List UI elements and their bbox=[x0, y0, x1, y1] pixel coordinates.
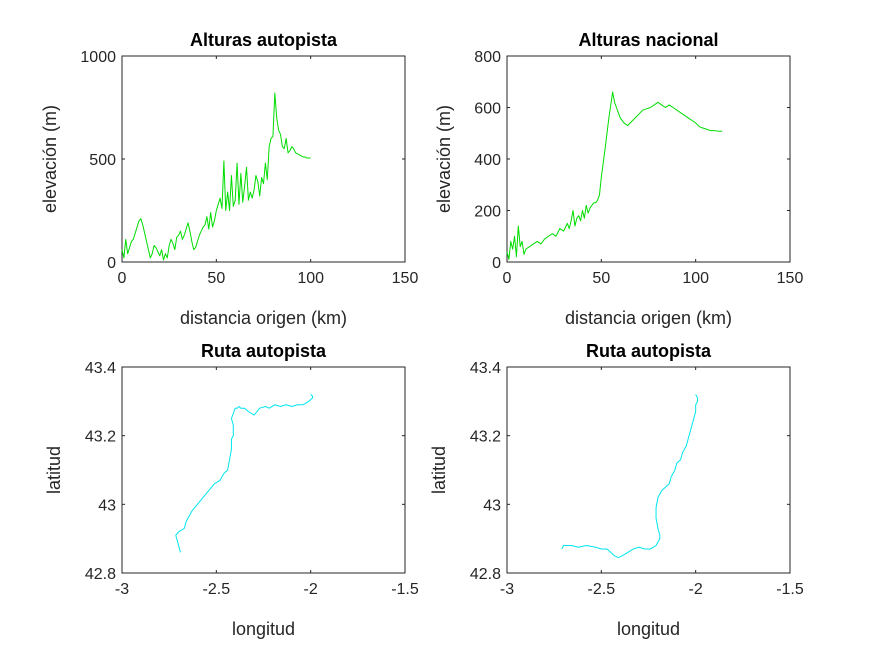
series-line bbox=[506, 91, 723, 260]
y-tick-label: 600 bbox=[474, 101, 501, 118]
y-tick-label: 800 bbox=[474, 49, 501, 66]
tick-layer: 0 50 100 150 0 200 400 600 800 bbox=[474, 49, 803, 287]
x-tick-label: -3 bbox=[500, 581, 514, 598]
y-tick-label: 43.2 bbox=[85, 429, 116, 446]
y-tick-label: 400 bbox=[474, 152, 501, 169]
data-layer bbox=[506, 91, 723, 260]
y-axis-label: elevación (m) bbox=[40, 105, 60, 213]
y-axis-label: elevación (m) bbox=[434, 105, 454, 213]
x-tick-label: 0 bbox=[118, 270, 127, 287]
x-tick-label: -1.5 bbox=[776, 581, 804, 598]
x-tick-label: -2.5 bbox=[588, 581, 616, 598]
x-tick-label: -1.5 bbox=[391, 581, 419, 598]
y-tick-label: 1000 bbox=[80, 49, 116, 66]
y-tick-label: 0 bbox=[492, 255, 501, 272]
chart-title: Alturas nacional bbox=[578, 30, 718, 50]
series-line bbox=[121, 92, 311, 261]
y-tick-label: 200 bbox=[474, 204, 501, 221]
y-tick-label: 43 bbox=[98, 497, 116, 514]
tick-layer: -3 -2.5 -2 -1.5 42.8 43 43.2 43.4 bbox=[85, 360, 419, 598]
y-tick-label: 0 bbox=[107, 255, 116, 272]
y-tick-label: 500 bbox=[89, 152, 116, 169]
series-line bbox=[175, 394, 314, 553]
y-tick-label: 43.4 bbox=[470, 360, 501, 377]
plot-area bbox=[121, 366, 406, 574]
data-layer bbox=[121, 92, 311, 261]
plot-area bbox=[506, 55, 791, 263]
chart-panel-ruta-autopista-1: -3 -2.5 -2 -1.5 42.8 43 43.2 43.4 Ruta autopist… bbox=[44, 341, 419, 639]
y-axis-label: latitud bbox=[44, 446, 64, 494]
x-tick-label: 150 bbox=[777, 270, 804, 287]
data-layer bbox=[561, 394, 699, 559]
y-tick-label: 43.2 bbox=[470, 429, 501, 446]
x-tick-label: -2.5 bbox=[203, 581, 231, 598]
y-tick-label: 42.8 bbox=[470, 566, 501, 583]
y-tick-label: 42.8 bbox=[85, 566, 116, 583]
x-axis-label: distancia origen (km) bbox=[565, 308, 732, 328]
chart-title: Ruta autopista bbox=[201, 341, 327, 361]
tick-layer: -3 -2.5 -2 -1.5 42.8 43 43.2 43.4 bbox=[470, 360, 804, 598]
x-tick-label: 50 bbox=[592, 270, 610, 287]
x-axis-label: longitud bbox=[232, 619, 295, 639]
chart-panel-ruta-autopista-2: -3 -2.5 -2 -1.5 42.8 43 43.2 43.4 Ruta autopist… bbox=[429, 341, 804, 639]
x-tick-label: -3 bbox=[115, 581, 129, 598]
plot-area bbox=[121, 55, 406, 263]
x-tick-label: 100 bbox=[297, 270, 324, 287]
y-tick-label: 43.4 bbox=[85, 360, 116, 377]
x-tick-label: -2 bbox=[304, 581, 318, 598]
data-layer bbox=[175, 394, 314, 553]
tick-layer: 0 50 100 150 0 500 1000 bbox=[80, 49, 418, 287]
x-tick-label: 150 bbox=[392, 270, 419, 287]
series-line bbox=[561, 394, 699, 559]
x-tick-label: -2 bbox=[689, 581, 703, 598]
x-tick-label: 50 bbox=[207, 270, 225, 287]
x-tick-label: 0 bbox=[503, 270, 512, 287]
chart-title: Ruta autopista bbox=[586, 341, 712, 361]
chart-panel-alturas-autopista: 0 50 100 150 0 500 1000 Alturas autopista dist… bbox=[40, 30, 418, 328]
x-tick-label: 100 bbox=[682, 270, 709, 287]
y-tick-label: 43 bbox=[483, 497, 501, 514]
plot-area bbox=[506, 366, 791, 574]
x-axis-label: distancia origen (km) bbox=[180, 308, 347, 328]
x-axis-label: longitud bbox=[617, 619, 680, 639]
y-axis-label: latitud bbox=[429, 446, 449, 494]
chart-title: Alturas autopista bbox=[190, 30, 338, 50]
